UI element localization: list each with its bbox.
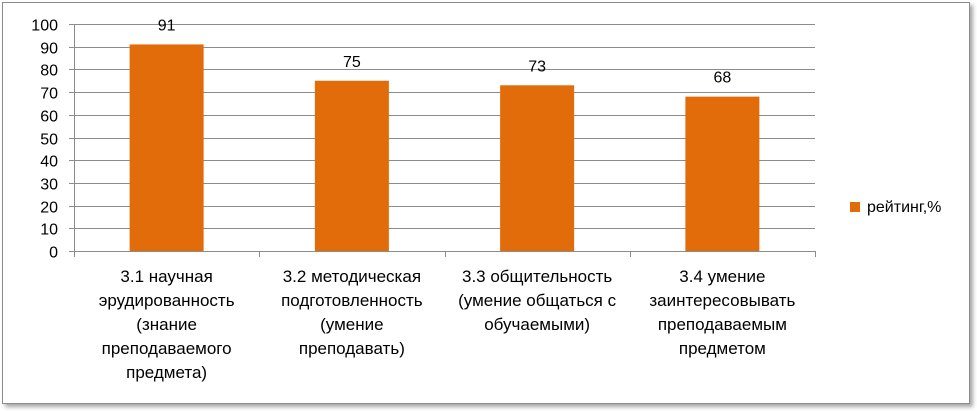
bar (314, 80, 389, 251)
y-tick-labels: 0 10 20 30 40 50 60 70 80 90 100 (31, 18, 58, 262)
legend-swatch (850, 202, 860, 212)
bar (685, 96, 760, 251)
axes (69, 24, 816, 257)
bars (129, 44, 760, 252)
y-tick-label: 60 (40, 109, 58, 126)
y-tick-label: 30 (40, 177, 58, 194)
y-tick-label: 0 (49, 245, 58, 262)
category-label: 3.3 общительность (умение общаться с обуча… (458, 267, 617, 334)
data-label: 75 (343, 54, 361, 71)
category-label-line: эрудированность (99, 291, 235, 310)
category-label-line: 3.3 общительность (462, 267, 612, 286)
data-labels: 91 75 73 68 (158, 17, 732, 86)
category-label-line: 3.4 умение (679, 267, 765, 286)
y-tick-label: 70 (40, 86, 58, 103)
category-label-line: предметом (679, 339, 766, 358)
legend: рейтинг,% (850, 199, 941, 216)
data-label: 68 (713, 70, 731, 87)
category-label-line: преподаваемого (102, 339, 232, 358)
category-label: 3.1 научная эрудированность (знание препода… (99, 267, 235, 382)
y-tick-label: 20 (40, 200, 58, 217)
data-label: 73 (528, 58, 546, 75)
data-label: 91 (158, 17, 176, 34)
category-label: 3.4 умение заинтересовывать преподаваемым п… (649, 267, 795, 358)
category-label-line: 3.1 научная (120, 267, 212, 286)
bar-chart: 0 10 20 30 40 50 60 70 80 90 100 91 75 73 68 3.1 науч… (31, 17, 941, 382)
category-label-line: обучаемыми) (484, 315, 590, 334)
category-label-line: (умение общаться с (458, 291, 617, 310)
category-label-line: заинтересовывать (649, 291, 795, 310)
category-labels: 3.1 научная эрудированность (знание препода… (99, 267, 796, 382)
y-tick-label: 50 (40, 132, 58, 149)
category-label-line: (умение (320, 315, 383, 334)
y-tick-label: 100 (31, 18, 58, 35)
category-label-line: преподаваемым (658, 315, 787, 334)
category-label: 3.2 методическая подготовленность (умение п… (281, 267, 423, 358)
category-label-line: предмета) (126, 363, 207, 382)
y-tick-label: 40 (40, 154, 58, 171)
bar (129, 44, 204, 252)
y-tick-label: 80 (40, 63, 58, 80)
category-label-line: преподавать) (299, 339, 405, 358)
legend-label: рейтинг,% (867, 199, 941, 216)
chart-frame: 0 10 20 30 40 50 60 70 80 90 100 91 75 73 68 3.1 науч… (2, 2, 970, 404)
y-tick-label: 10 (40, 222, 58, 239)
category-label-line: 3.2 методическая (283, 267, 421, 286)
bar (500, 85, 575, 251)
category-label-line: (знание (136, 315, 197, 334)
category-label-line: подготовленность (281, 291, 423, 310)
y-tick-label: 90 (40, 41, 58, 58)
